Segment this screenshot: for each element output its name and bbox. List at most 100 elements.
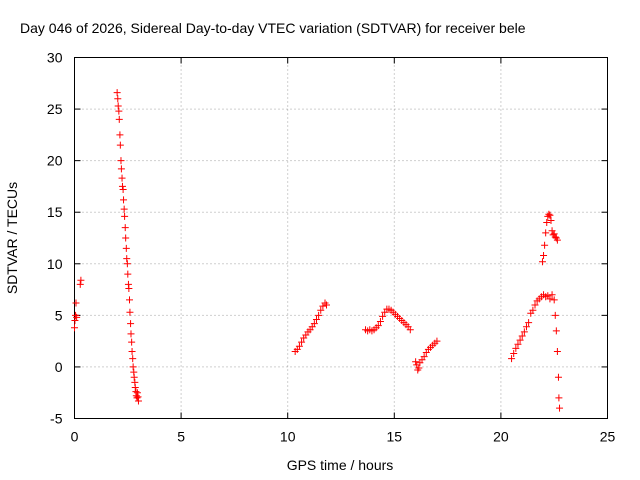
series-seg-g [538, 210, 561, 266]
data-point [126, 296, 134, 304]
y-tick-label: 10 [47, 256, 63, 272]
x-axis-title: GPS time / hours [287, 457, 394, 473]
data-point [531, 301, 539, 309]
x-tick-label: 5 [177, 429, 185, 445]
data-point [514, 340, 522, 348]
data-point [529, 306, 537, 314]
x-tick-label: 15 [387, 429, 403, 445]
series-seg-e [412, 337, 441, 374]
data-point [295, 342, 303, 350]
data-point [412, 358, 420, 366]
data-point [115, 115, 123, 123]
axis-ticks: 0 5 10 15 20 25 -5 0 5 10 15 20 25 30 [47, 50, 616, 445]
y-tick-label: 30 [47, 50, 63, 66]
data-point [554, 373, 562, 381]
data-point [116, 141, 124, 149]
y-tick-label: 0 [55, 359, 63, 375]
series-seg-b [113, 89, 142, 405]
data-point [76, 280, 84, 288]
data-point [525, 319, 533, 327]
data-point [124, 270, 132, 278]
data-point [127, 330, 135, 338]
data-point [127, 320, 135, 328]
data-point [134, 397, 142, 405]
data-point [73, 313, 81, 321]
data-point [113, 89, 121, 97]
plot-frame [74, 57, 608, 419]
data-point [122, 244, 130, 252]
data-point [133, 389, 141, 397]
data-point [548, 291, 556, 299]
data-point [71, 324, 78, 332]
data-point [323, 301, 331, 309]
data-point [551, 311, 559, 319]
data-point [71, 317, 79, 325]
data-point [406, 326, 414, 334]
data-point [510, 350, 518, 358]
data-point [315, 311, 323, 319]
data-point [118, 174, 126, 182]
data-point [126, 308, 134, 316]
data-point [376, 318, 384, 326]
data-point [116, 131, 124, 139]
data-point [122, 234, 130, 242]
data-point [131, 384, 139, 392]
data-point [119, 186, 127, 194]
data-point [546, 211, 554, 219]
data-point [553, 236, 561, 244]
data-point [415, 364, 423, 372]
data-point [120, 196, 128, 204]
data-point [120, 205, 128, 213]
data-point [520, 328, 528, 336]
series-seg-f [508, 291, 564, 412]
y-tick-label: -5 [50, 411, 63, 427]
data-point [433, 337, 441, 345]
series-seg-a [71, 276, 85, 332]
y-tick-label: 25 [47, 101, 63, 117]
data-point [114, 95, 122, 103]
data-point [117, 157, 125, 165]
data-point [541, 241, 549, 249]
data-point [555, 394, 563, 402]
data-point [553, 347, 561, 355]
data-point [114, 102, 122, 110]
series-seg-c [291, 299, 331, 355]
data-point [130, 373, 138, 381]
data-point [512, 344, 520, 352]
data-point [72, 299, 80, 307]
x-tick-label: 10 [280, 429, 296, 445]
series-seg-d [362, 305, 414, 335]
data-point [550, 230, 558, 238]
data-point [556, 404, 564, 412]
y-tick-label: 20 [47, 153, 63, 169]
data-point [538, 258, 546, 266]
data-point [77, 276, 85, 284]
x-tick-label: 0 [71, 429, 79, 445]
data-point [125, 285, 133, 293]
data-point [115, 107, 123, 115]
data-points [71, 89, 564, 412]
data-point [121, 212, 129, 220]
x-tick-label: 25 [600, 429, 616, 445]
data-point [317, 306, 325, 314]
data-point [540, 252, 548, 260]
data-point [550, 296, 558, 304]
data-point [543, 219, 551, 227]
data-point [310, 320, 318, 328]
y-tick-label: 15 [47, 204, 63, 220]
data-point [545, 210, 553, 218]
data-point [542, 229, 550, 237]
data-point [516, 336, 524, 344]
data-point [522, 323, 530, 331]
data-point [518, 332, 526, 340]
data-point [123, 260, 131, 268]
data-point [374, 322, 382, 330]
x-tick-label: 20 [493, 429, 509, 445]
data-point [117, 165, 125, 173]
data-point [129, 355, 137, 363]
data-point [546, 295, 554, 303]
data-point [123, 255, 131, 263]
data-point [121, 224, 129, 232]
data-point [312, 315, 320, 323]
data-point [128, 347, 136, 355]
